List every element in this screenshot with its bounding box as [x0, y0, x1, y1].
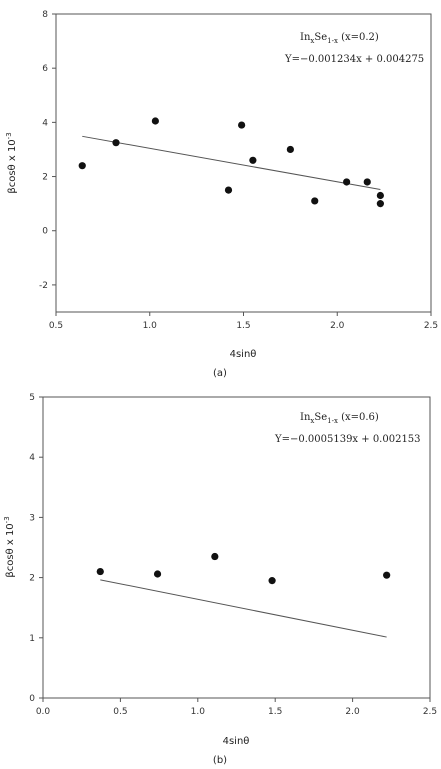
y-tick-label-a-3: 4 [42, 118, 48, 128]
y-axis-title-b: βcosθ x 10-3 [3, 516, 16, 577]
x-tick-label-b-0: 0.0 [36, 707, 51, 717]
data-point-b-1 [153, 570, 162, 578]
data-points-a [78, 117, 384, 208]
x-axis-title-a: 4sinθ [230, 349, 257, 360]
panel-label-b: (b) [213, 755, 227, 766]
annotation-formula-a: InxSe1-x (x=0.2) [300, 32, 379, 45]
x-tick-label-b-1: 0.5 [113, 707, 127, 717]
data-point-a-1 [112, 139, 120, 147]
y-tick-label-a-4: 6 [42, 64, 48, 74]
y-tick-label-b-5: 5 [29, 393, 35, 403]
y-tick-label-b-0: 0 [29, 694, 35, 704]
x-ticks-a: 0.5 1.0 1.5 2.0 2.5 [49, 312, 438, 331]
y-ticks-a: -2 0 2 4 6 8 [39, 10, 56, 291]
data-point-a-10 [376, 191, 384, 200]
x-tick-label-a-1: 1.0 [143, 321, 158, 331]
data-point-b-4 [383, 571, 391, 579]
regression-line-b [100, 579, 387, 638]
chart-a: 0.5 1.0 1.5 2.0 2.5 -2 0 2 4 6 8 InxSe1-x (x=0.2)… [5, 10, 438, 379]
x-tick-label-a-4: 2.5 [424, 321, 438, 331]
y-ticks-b: 0 1 2 3 4 5 [29, 393, 43, 704]
x-tick-label-a-3: 2.0 [330, 321, 345, 331]
data-point-a-2 [151, 117, 159, 125]
plot-area-a: 0.5 1.0 1.5 2.0 2.5 -2 0 2 4 6 8 [39, 10, 438, 331]
y-tick-label-a-1: 0 [42, 227, 48, 237]
data-point-a-11 [376, 200, 384, 208]
data-points-b [96, 552, 391, 585]
x-axis-title-b: 4sinθ [223, 736, 250, 747]
data-point-b-0 [96, 567, 104, 576]
x-tick-label-a-0: 0.5 [49, 321, 63, 331]
x-tick-label-a-2: 1.5 [236, 321, 250, 331]
data-point-a-4 [238, 121, 246, 129]
data-point-a-6 [286, 145, 294, 154]
annotation-formula-b: InxSe1-x (x=0.6) [300, 412, 379, 425]
y-tick-label-a-2: 2 [42, 173, 48, 183]
x-ticks-b: 0.0 0.5 1.0 1.5 2.0 2.5 [36, 698, 437, 717]
data-point-a-0 [78, 162, 86, 170]
data-point-b-2 [211, 552, 219, 561]
panel-label-a: (a) [213, 368, 227, 379]
y-tick-label-a-0: -2 [39, 281, 48, 291]
x-tick-label-b-4: 2.0 [345, 707, 360, 717]
data-point-a-5 [249, 156, 257, 164]
y-tick-label-b-2: 2 [29, 574, 35, 584]
annotation-equation-b: Y=−0.0005139x + 0.002153 [274, 434, 421, 445]
plot-area-b: 0.0 0.5 1.0 1.5 2.0 2.5 0 1 2 3 4 5 [29, 393, 437, 717]
chart-b: 0.0 0.5 1.0 1.5 2.0 2.5 0 1 2 3 4 5 InxSe1-x (x=0.… [3, 393, 437, 766]
data-point-a-3 [224, 186, 233, 194]
x-tick-label-b-5: 2.5 [423, 707, 437, 717]
y-tick-label-b-1: 1 [29, 634, 35, 644]
data-point-a-8 [343, 178, 351, 186]
plot-frame-b [42, 396, 431, 699]
x-tick-label-b-3: 1.5 [268, 707, 282, 717]
y-axis-title-a: βcosθ x 10-3 [5, 132, 18, 193]
annotation-equation-a: Y=−0.001234x + 0.004275 [284, 54, 424, 65]
y-tick-label-b-4: 4 [29, 453, 35, 463]
data-point-a-9 [363, 178, 371, 186]
data-point-a-7 [311, 197, 319, 205]
regression-line-a [82, 135, 381, 190]
data-point-b-3 [268, 577, 276, 585]
y-tick-label-b-3: 3 [29, 513, 35, 523]
x-tick-label-b-2: 1.0 [191, 707, 206, 717]
y-tick-label-a-5: 8 [42, 10, 48, 20]
